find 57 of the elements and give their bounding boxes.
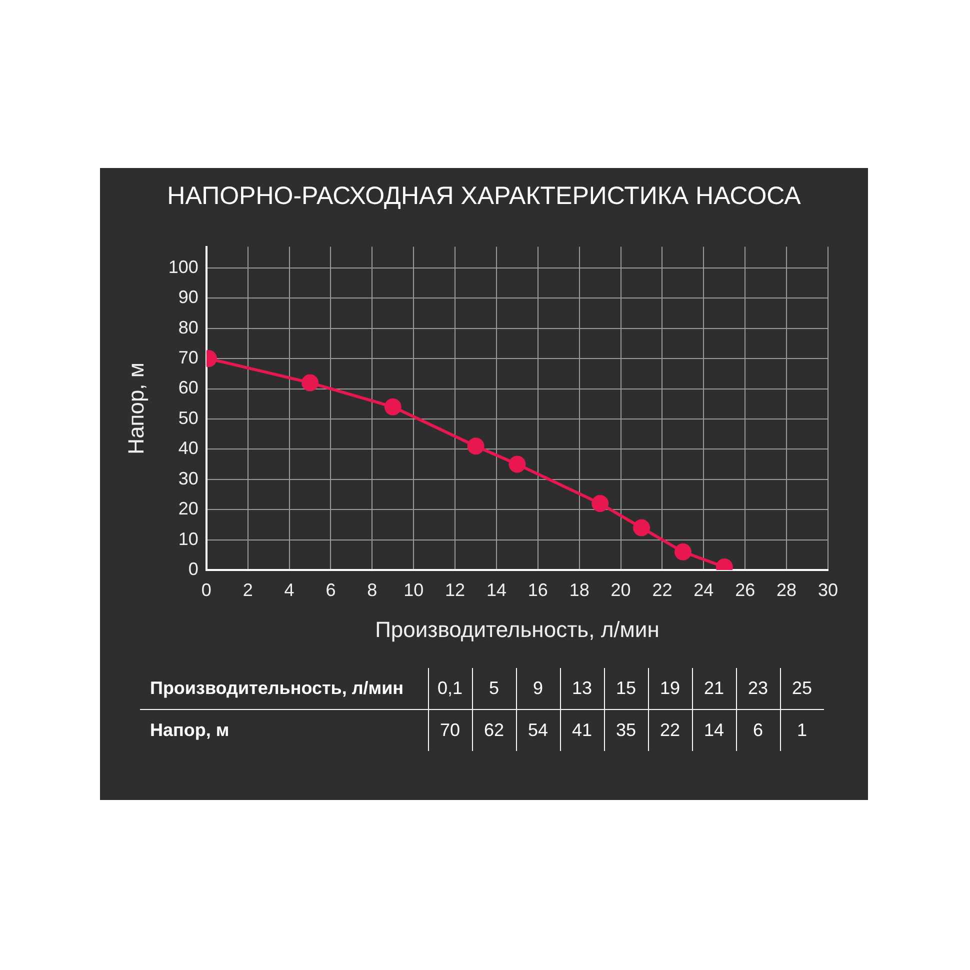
text: Производительность, л/мин: [150, 678, 404, 698]
y-tick-label: 50: [178, 408, 198, 428]
x-tick-label: 6: [326, 580, 336, 600]
x-tick-label: 30: [818, 580, 838, 600]
point: [674, 543, 692, 560]
text: 14: [692, 710, 736, 751]
y-tick-label: 40: [178, 438, 198, 458]
y-tick-label: 100: [168, 256, 198, 277]
point: [467, 438, 484, 455]
x-tick-label: 26: [735, 580, 756, 600]
y-tick-label: 80: [178, 317, 198, 338]
text: 70: [428, 710, 472, 751]
y-tick-label: 60: [178, 378, 198, 398]
text: 15: [604, 668, 648, 710]
y-tick-label: 20: [178, 498, 198, 519]
x-tick-label: 12: [445, 580, 466, 600]
text: 1: [780, 710, 824, 751]
chart-title: НАПОРНО-РАСХОДНАЯ ХАРАКТЕРИСТИКА НАСОСА: [166, 182, 802, 211]
point: [508, 456, 526, 473]
text: 25: [780, 668, 824, 710]
text: 54: [516, 710, 560, 751]
x-tick-label: 24: [694, 580, 714, 600]
y-tick-label: 10: [178, 528, 198, 549]
text: 9: [516, 668, 560, 710]
x-tick-label: 28: [776, 580, 797, 600]
y-tick-label: 70: [178, 348, 198, 368]
y-tick-label: 90: [178, 287, 198, 308]
x-tick-label: 2: [242, 580, 253, 600]
text: 41: [560, 710, 604, 751]
text: 22: [648, 710, 692, 751]
text: 6: [736, 710, 780, 751]
point: [302, 374, 319, 392]
x-tick-label: 16: [528, 580, 548, 600]
text: 21: [692, 668, 736, 710]
x-axis-title: Производительность, л/мин: [375, 616, 660, 642]
text: 5: [472, 668, 516, 710]
x-tick-label: 0: [201, 580, 212, 600]
text: 0,1: [428, 668, 472, 710]
text: 35: [604, 710, 648, 751]
text: 23: [736, 668, 780, 710]
x-tick-label: 14: [486, 580, 507, 600]
x-tick-label: 4: [284, 580, 294, 600]
text: 19: [648, 668, 692, 710]
x-tick-label: 8: [367, 580, 378, 600]
point: [384, 398, 402, 416]
x-tick-label: 10: [404, 580, 424, 600]
text: 62: [472, 710, 516, 751]
point: [633, 519, 650, 536]
y-tick-label: 0: [188, 558, 198, 579]
y-axis-title: Напор, м: [123, 362, 148, 454]
point: [592, 495, 609, 512]
text: Напор, м: [150, 720, 230, 740]
x-tick-label: 22: [652, 580, 672, 600]
text: 13: [560, 668, 604, 710]
y-tick-label: 30: [178, 468, 198, 488]
x-tick-label: 18: [569, 580, 590, 600]
x-tick-label: 20: [610, 580, 631, 600]
